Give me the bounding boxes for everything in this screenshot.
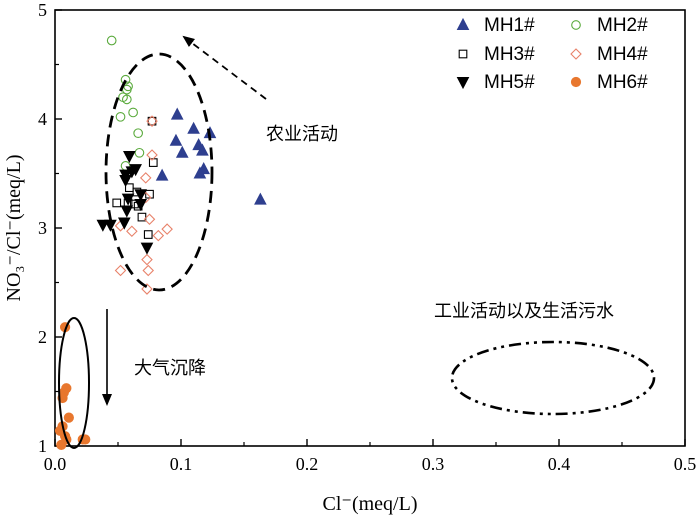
legend-label: MH5#: [484, 72, 535, 93]
x-axis-label: Cl⁻(meq/L): [323, 493, 418, 515]
legend: MH1# MH2# MH3# MH4# MH5# MH6#: [456, 15, 648, 93]
x-tick-label: 0.0: [44, 454, 67, 474]
x-tick-label: 0.2: [296, 454, 319, 474]
plot-frame: [54, 9, 686, 447]
data-point: [148, 158, 158, 167]
data-point: [254, 192, 267, 205]
data-point: [133, 128, 144, 139]
annotation-atmospheric: 大气沉降: [134, 358, 206, 379]
legend-label: MH4#: [597, 44, 648, 65]
legend-marker: [570, 76, 582, 88]
data-point: [143, 213, 156, 226]
data-point: [134, 147, 145, 158]
data-point: [139, 172, 152, 184]
data-point: [128, 107, 138, 118]
x-tick-label: 0.5: [674, 454, 697, 474]
data-point: [146, 149, 158, 161]
series-mh1: [155, 107, 267, 205]
series-mh4: [114, 115, 173, 295]
data-point: [137, 212, 147, 222]
data-point: [155, 168, 169, 181]
legend-marker: [456, 17, 470, 30]
series-mh5: [96, 151, 154, 255]
data-point: [143, 230, 153, 239]
data-point: [152, 229, 165, 242]
data-point: [123, 151, 136, 164]
data-point: [121, 94, 132, 105]
y-tick-label: 3: [38, 218, 47, 238]
data-point: [193, 166, 207, 179]
legend-label: MH6#: [597, 72, 648, 93]
data-point: [63, 412, 74, 423]
data-point: [187, 121, 200, 134]
legend-label: MH1#: [484, 15, 535, 36]
data-point: [147, 116, 157, 126]
legend-marker: [570, 48, 582, 60]
data-point: [146, 115, 158, 127]
data-point: [124, 183, 134, 193]
data-point: [120, 205, 134, 218]
y-tick-label: 2: [38, 327, 47, 347]
agricultural-activity-ellipse: [104, 52, 214, 292]
data-point: [196, 143, 209, 156]
data-point: [96, 219, 110, 232]
data-point: [134, 189, 148, 202]
legend-marker: [456, 77, 470, 90]
y-tick-label: 1: [38, 436, 47, 456]
data-point: [141, 283, 153, 295]
data-point: [141, 253, 153, 266]
data-point: [126, 225, 138, 238]
legend-marker: [571, 20, 581, 30]
legend-marker: [458, 49, 468, 59]
data-point: [161, 223, 173, 235]
y-axis-label: NO₃⁻/Cl⁻(meq/L): [3, 155, 25, 302]
data-point: [112, 198, 122, 208]
industrial-domestic-ellipse: [450, 340, 656, 416]
data-point: [114, 264, 127, 277]
x-tick-label: 0.1: [170, 454, 193, 474]
annotation-agricultural: 农业活动: [266, 124, 338, 145]
data-point: [175, 145, 189, 158]
series-mh2: [106, 35, 145, 171]
data-point: [121, 193, 135, 206]
y-tick-label: 4: [38, 109, 47, 129]
data-point: [142, 264, 155, 277]
data-point: [56, 439, 67, 451]
data-point: [169, 133, 183, 146]
data-point: [170, 107, 184, 120]
annotation-industrial: 工业活动以及生活污水: [434, 301, 614, 322]
agricultural-trend-arrow: [182, 35, 267, 100]
data-point: [106, 35, 117, 46]
y-tick-label: 5: [38, 0, 47, 20]
legend-label: MH3#: [484, 44, 535, 65]
data-point: [129, 164, 142, 177]
x-tick-label: 0.3: [422, 454, 445, 474]
legend-label: MH2#: [597, 15, 648, 36]
data-point: [140, 242, 154, 255]
data-point: [120, 74, 131, 85]
data-point: [119, 169, 132, 182]
x-tick-label: 0.4: [548, 454, 571, 474]
data-point: [117, 217, 131, 230]
data-point: [115, 111, 126, 122]
atmospheric-deposition-ellipse: [58, 317, 90, 449]
